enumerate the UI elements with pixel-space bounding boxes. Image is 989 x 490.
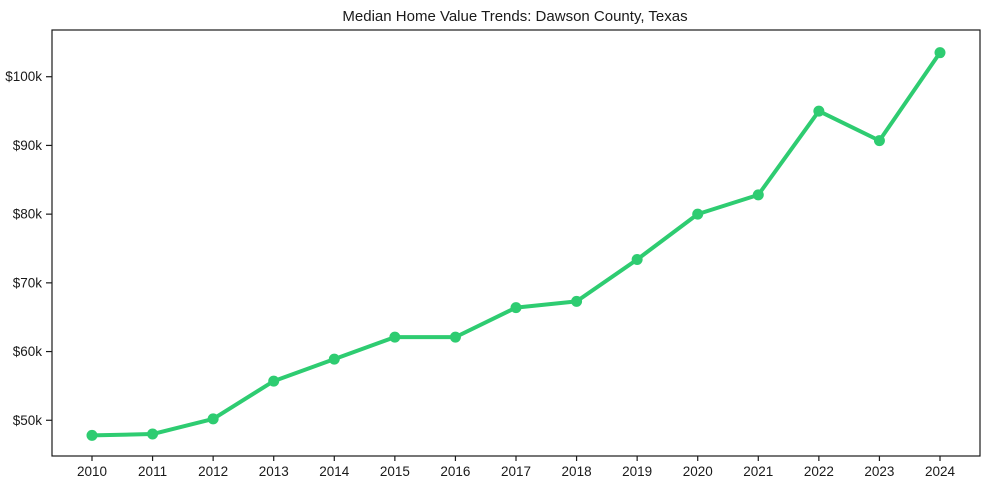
data-point-marker (147, 428, 159, 440)
data-point-marker (692, 208, 704, 220)
data-point-marker (86, 429, 98, 441)
data-point-marker (268, 375, 280, 387)
x-axis: 2010 2011 2012 2013 2014 2015 2016 2017 2018 2019… (77, 456, 956, 479)
data-point-marker (752, 189, 764, 201)
trend-line (90, 50, 942, 438)
plot-border (51, 29, 981, 457)
data-point-marker (389, 331, 401, 343)
data-point-marker (510, 302, 522, 314)
data-point-marker (631, 253, 643, 265)
x-tick-label: 2017 (501, 464, 531, 479)
x-tick-label: 2010 (77, 464, 107, 479)
x-tick-label: 2016 (440, 464, 470, 479)
x-tick-label: 2012 (198, 464, 228, 479)
y-axis: $50k $60k $70k $80k $90k $100k (5, 69, 52, 428)
data-point-marker (813, 105, 825, 117)
chart-title: Median Home Value Trends: Dawson County,… (342, 8, 687, 25)
x-tick-label: 2011 (138, 464, 167, 479)
y-tick-label: $80k (13, 207, 43, 222)
data-point-marker (328, 353, 340, 365)
y-tick-label: $100k (5, 69, 42, 84)
x-tick-label: 2015 (380, 464, 410, 479)
x-tick-label: 2020 (683, 464, 713, 479)
data-point-marker (934, 47, 946, 59)
x-tick-label: 2018 (562, 464, 592, 479)
data-point-marker (873, 135, 885, 147)
data-point-marker (449, 331, 461, 343)
data-point-marker (571, 295, 583, 307)
x-tick-label: 2019 (622, 464, 652, 479)
y-tick-label: $70k (13, 275, 43, 290)
x-tick-label: 2022 (804, 464, 834, 479)
x-tick-label: 2014 (319, 464, 350, 479)
y-tick-label: $90k (13, 138, 43, 153)
y-tick-label: $60k (13, 344, 43, 359)
y-tick-label: $50k (13, 413, 43, 428)
data-series (86, 47, 946, 441)
x-tick-label: 2024 (925, 464, 956, 479)
x-tick-label: 2021 (743, 464, 773, 479)
x-tick-label: 2023 (864, 464, 894, 479)
x-tick-label: 2013 (259, 464, 289, 479)
data-point-marker (207, 413, 219, 425)
